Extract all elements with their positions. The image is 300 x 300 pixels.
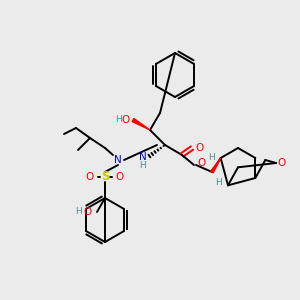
Text: H: H [216, 178, 222, 187]
Text: H: H [116, 116, 122, 124]
Text: O: O [197, 158, 205, 168]
Polygon shape [132, 118, 150, 130]
Text: O: O [195, 143, 203, 153]
Text: N: N [139, 152, 147, 162]
Text: O: O [122, 115, 130, 125]
Text: H: H [76, 208, 82, 217]
Text: N: N [114, 155, 122, 165]
Polygon shape [211, 158, 221, 173]
Text: O: O [277, 158, 285, 168]
Text: O: O [116, 172, 124, 182]
Text: H: H [208, 154, 215, 163]
Text: S: S [101, 170, 109, 184]
Text: O: O [83, 207, 91, 217]
Text: H: H [140, 160, 146, 169]
Text: O: O [86, 172, 94, 182]
